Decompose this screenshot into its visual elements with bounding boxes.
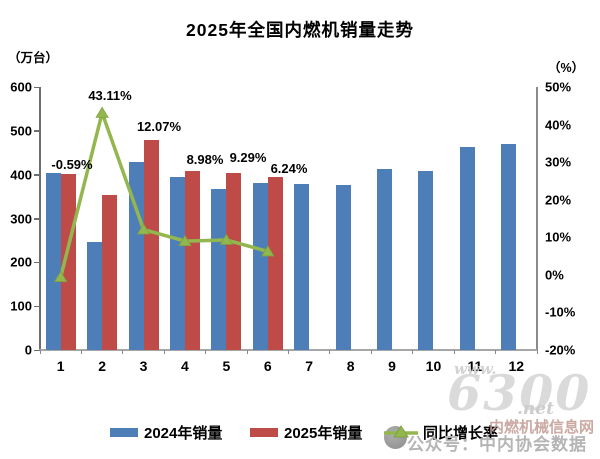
x-axis-tick: 5 [222,358,231,374]
chart-title: 2025年全国内燃机销量走势 [186,20,414,40]
bar-2025-month-6 [267,176,283,350]
growth-label-month-2: 43.11% [88,88,132,103]
bar-2024-month-4 [169,176,185,350]
x-axis-tick-mark [370,350,372,354]
growth-label-month-4: 8.98% [186,152,224,167]
left-axis-tick: 200 [10,254,32,270]
x-axis-tick-mark [412,350,414,354]
legend-label-growth: 同比增长率 [423,424,499,442]
right-axis-tick: 10% [545,229,572,245]
x-axis-tick: 11 [467,358,483,374]
x-axis-tick: 1 [56,358,65,374]
bar-2024-month-3 [128,161,144,350]
x-axis-tick-mark [163,350,165,354]
left-axis-unit-label: （万台） [8,51,59,65]
right-axis-tick: 40% [545,117,572,133]
bar-2025-month-4 [184,170,200,350]
bar-2024-month-2 [87,241,103,350]
watermark-net: .net [517,399,554,419]
x-axis-tick: 7 [305,358,314,374]
growth-label-month-6: 6.24% [270,161,308,176]
legend-label-2024: 2024年销量 [144,424,223,442]
legend: 2024年销量 2025年销量 同比增长率 [0,421,600,447]
bar-2024-month-9 [377,168,393,350]
x-axis-tick: 2 [98,358,107,374]
left-axis-tick: 400 [10,167,32,183]
right-axis-tick: 30% [545,154,572,170]
x-axis-tick-mark [329,350,331,354]
bar-2025-month-5 [226,173,242,350]
x-axis-tick-mark [536,350,538,354]
bar-2024-month-12 [501,144,517,350]
bar-2024-month-1 [45,172,61,350]
growth-label-month-3: 12.07% [136,119,182,134]
right-axis-tick: 0% [545,267,564,283]
left-axis-tick-mark [34,86,40,88]
left-axis-tick: 0 [24,342,32,358]
line-series-icon [384,425,418,438]
left-axis-tick-mark [34,305,40,308]
x-axis-tick-mark [80,350,82,354]
x-axis-tick-mark [246,350,248,354]
left-axis-tick: 300 [10,211,32,226]
right-axis-tick: 20% [545,192,572,208]
legend-swatch-2025 [250,427,278,437]
x-axis-tick: 3 [139,358,148,374]
left-axis-tick: 600 [10,79,32,95]
x-axis-tick-mark [39,350,41,354]
legend-label-2025: 2025年销量 [284,424,363,442]
x-axis-tick-mark [495,350,497,354]
x-axis-tick-mark [288,350,289,354]
x-axis-tick: 12 [508,358,525,374]
left-axis-tick-mark [34,218,40,220]
legend-item-growth: 同比增长率 [384,421,498,443]
legend-swatch-2024 [110,427,138,437]
left-axis-tick-mark [34,174,40,176]
right-axis-tick: -20% [545,342,576,358]
bar-2024-month-5 [211,188,227,350]
x-axis-tick: 9 [388,358,396,374]
growth-label-month-5: 9.29% [229,150,267,165]
right-axis-tick: 50% [545,79,572,95]
left-axis-tick: 100 [10,298,32,314]
x-axis-tick-mark [205,350,207,354]
bar-2025-month-2 [102,195,118,350]
bar-2024-month-7 [294,184,310,350]
legend-item-2024: 2024年销量 [110,421,222,443]
growth-label-month-1: -0.59% [51,157,93,172]
x-axis-tick-mark [453,350,455,354]
bar-2025-month-1 [60,173,76,350]
left-axis-tick-mark [34,349,40,351]
bar-2024-month-10 [418,170,434,350]
bar-2024-month-6 [252,183,268,350]
x-axis-tick: 8 [346,358,355,374]
bar-2024-month-11 [459,147,475,350]
bar-2024-month-8 [335,185,351,350]
y-axis-right-line [536,87,538,350]
left-axis-tick: 500 [10,123,32,139]
right-axis-unit-label: （%） [548,61,585,75]
left-axis-tick-mark [34,130,40,132]
x-axis-tick-mark [122,350,124,354]
x-axis-tick: 6 [263,358,272,374]
right-axis-tick: -10% [545,304,576,320]
x-axis-tick: 4 [181,358,189,374]
legend-item-2025: 2025年销量 [250,421,362,443]
left-axis-tick-mark [34,261,40,264]
x-axis-tick: 10 [425,358,442,374]
bar-2025-month-3 [143,139,159,350]
